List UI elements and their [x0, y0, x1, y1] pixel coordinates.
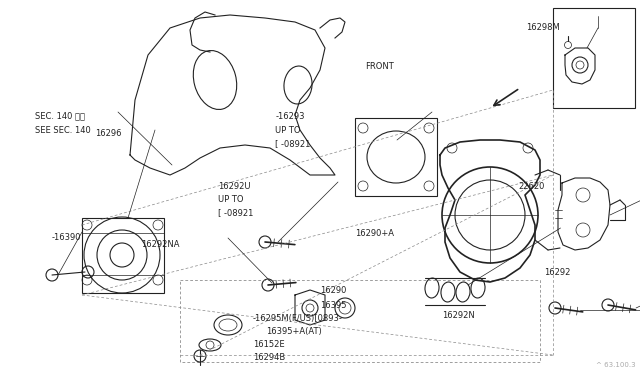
Text: FRONT: FRONT: [365, 62, 394, 71]
Text: -16295M(F/US)[0893-: -16295M(F/US)[0893-: [253, 314, 342, 323]
Text: 16294B: 16294B: [253, 353, 285, 362]
Text: 16395: 16395: [320, 301, 346, 310]
Text: UP TO: UP TO: [218, 195, 243, 204]
Bar: [553, 8, 635, 108]
Text: 16395+A(AT): 16395+A(AT): [266, 327, 321, 336]
Bar: [355, 118, 437, 196]
Bar: [180, 280, 540, 362]
Text: 16296: 16296: [95, 129, 121, 138]
Text: 16152E: 16152E: [253, 340, 284, 349]
Text: SEC. 140 参照: SEC. 140 参照: [35, 112, 85, 121]
Text: 16290+A: 16290+A: [355, 229, 394, 238]
Text: UP TO: UP TO: [275, 126, 301, 135]
Text: 16298M: 16298M: [526, 23, 560, 32]
Text: [ -08921: [ -08921: [218, 208, 253, 217]
Text: 22620: 22620: [518, 182, 545, 191]
Text: 16292U: 16292U: [218, 182, 250, 191]
Text: ^ 63.100.3: ^ 63.100.3: [596, 362, 636, 368]
Text: -16293: -16293: [275, 112, 305, 121]
Text: 16292NA: 16292NA: [141, 240, 179, 249]
Text: 16290: 16290: [320, 286, 346, 295]
Text: 16292N: 16292N: [442, 311, 474, 320]
Text: [ -08921: [ -08921: [275, 140, 310, 148]
Text: 16292: 16292: [544, 268, 570, 277]
Text: -16390: -16390: [51, 232, 81, 241]
Text: SEE SEC. 140: SEE SEC. 140: [35, 126, 91, 135]
Bar: [82, 218, 164, 293]
